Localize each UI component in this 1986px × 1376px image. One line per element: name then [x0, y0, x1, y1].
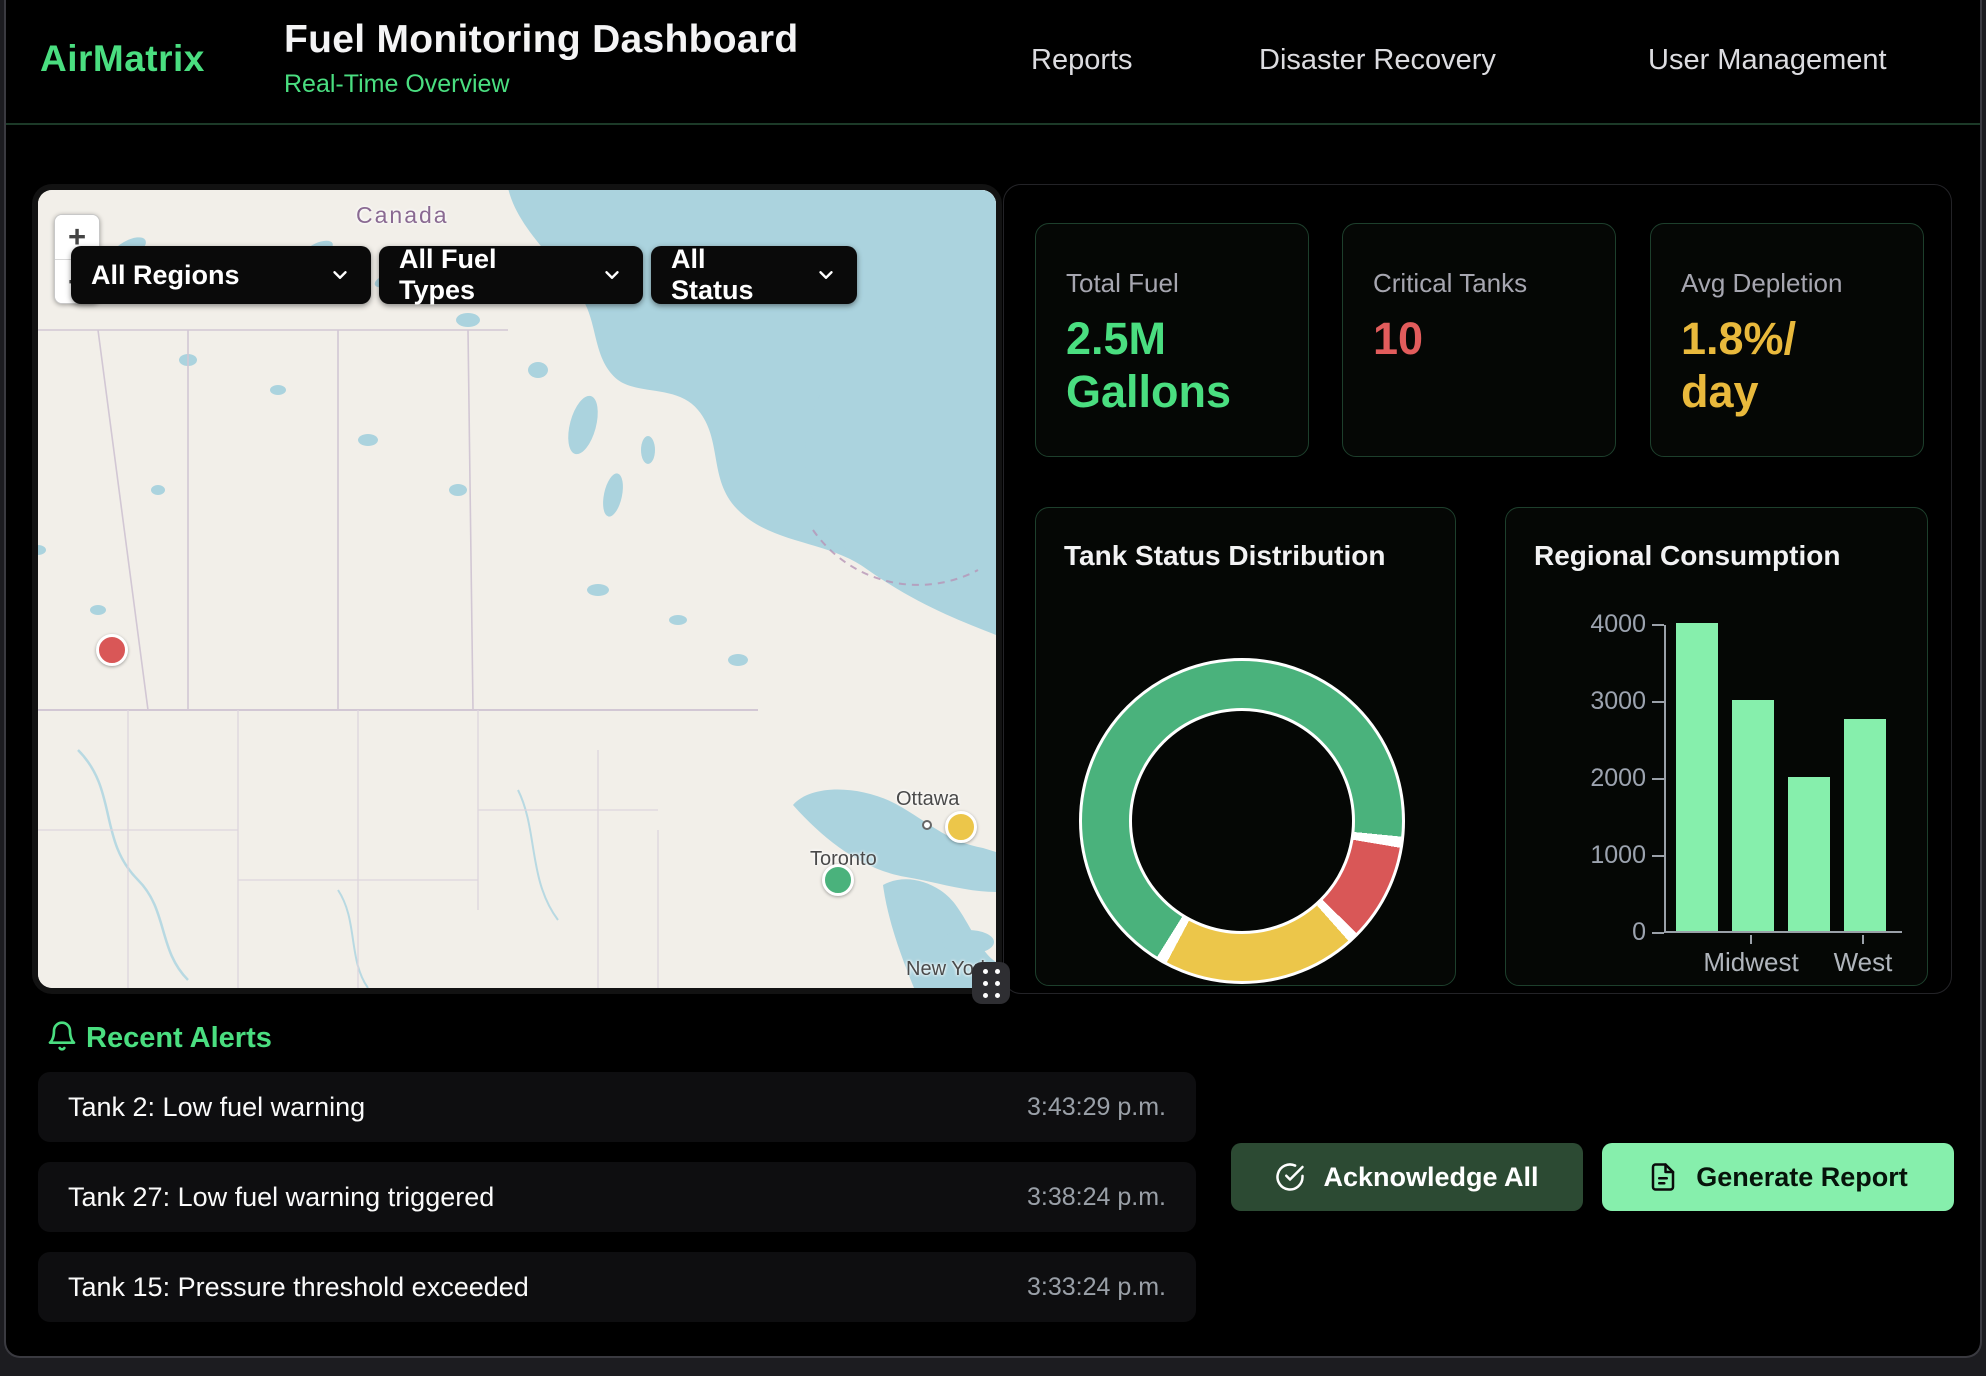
alert-row[interactable]: Tank 15: Pressure threshold exceeded 3:33… [38, 1252, 1196, 1322]
tank-marker-normal[interactable] [821, 864, 854, 897]
alert-row[interactable]: Tank 27: Low fuel warning triggered 3:38:… [38, 1162, 1196, 1232]
y-tick-mark [1652, 932, 1664, 934]
generate-report-button[interactable]: Generate Report [1602, 1143, 1954, 1211]
stat-label: Total Fuel [1066, 268, 1179, 298]
stat-value: 2.5M Gallons [1066, 313, 1232, 418]
map-label-ottawa: Ottawa [896, 788, 960, 810]
chevron-down-icon [605, 271, 619, 279]
y-tick-mark [1652, 855, 1664, 857]
alert-message: Tank 27: Low fuel warning triggered [68, 1181, 495, 1212]
nav-item-disaster-recovery[interactable]: Disaster Recovery [1259, 44, 1496, 76]
title-block: Fuel Monitoring Dashboard Real-Time Over… [284, 18, 798, 99]
tank-marker-critical[interactable] [95, 634, 128, 667]
map-label-canada: Canada [356, 202, 449, 228]
filter-label: All Regions [91, 259, 240, 290]
tank-marker-warning[interactable] [944, 810, 977, 843]
dashboard-window: AirMatrix Fuel Monitoring Dashboard Real… [4, 0, 1982, 1358]
y-tick-label: 0 [1632, 918, 1646, 946]
nav-item-user-management[interactable]: User Management [1648, 44, 1887, 76]
recent-alerts-title: Recent Alerts [86, 1022, 272, 1054]
tank-status-title: Tank Status Distribution [1064, 540, 1386, 571]
acknowledge-all-button[interactable]: Acknowledge All [1231, 1143, 1583, 1211]
y-tick-mark [1652, 701, 1664, 703]
x-tick-label-west: West [1833, 947, 1893, 977]
tank-status-donut-chart [1079, 658, 1405, 984]
regional-consumption-card: Regional Consumption 0 1000 2000 3000 4000 Mi… [1505, 507, 1928, 986]
ottawa-town-dot [922, 820, 932, 830]
stat-card-total-fuel: Total Fuel 2.5M Gallons [1035, 223, 1309, 457]
stat-value: 1.8%/day [1681, 313, 1797, 418]
chevron-down-icon [333, 271, 347, 279]
file-text-icon [1651, 1163, 1675, 1191]
map-label-new-york: New York [906, 958, 991, 980]
map-filters: All Regions All Fuel Types All Status [71, 244, 857, 305]
filter-all-status[interactable]: All Status [651, 244, 857, 305]
stat-label: Critical Tanks [1373, 268, 1528, 298]
filter-all-fuel-types[interactable]: All Fuel Types [379, 244, 643, 305]
stat-label: Avg Depletion [1681, 268, 1843, 298]
alert-message: Tank 15: Pressure threshold exceeded [68, 1271, 529, 1302]
drag-handle[interactable] [972, 962, 1010, 1004]
bar-category-1 [1676, 623, 1718, 931]
stat-card-avg-depletion: Avg Depletion 1.8%/day [1650, 223, 1924, 457]
right-panel: Total Fuel 2.5M Gallons Critical Tanks 10 Avg… [1003, 184, 1952, 994]
x-tick-mark [1750, 935, 1752, 944]
y-tick-label: 1000 [1590, 841, 1646, 869]
filter-label: All Fuel Types [399, 244, 497, 305]
y-tick-mark [1652, 778, 1664, 780]
check-circle-icon [1276, 1163, 1305, 1191]
bars [1666, 623, 1902, 931]
alert-timestamp: 3:33:24 p.m. [1027, 1272, 1166, 1301]
tank-status-card: Tank Status Distribution [1035, 507, 1456, 986]
filter-label: All Status [671, 244, 754, 305]
page-title: Fuel Monitoring Dashboard [284, 18, 799, 61]
nav-item-reports[interactable]: Reports [1031, 44, 1133, 76]
map-label-toronto: Toronto [810, 848, 877, 870]
bar-west [1844, 719, 1886, 931]
chevron-down-icon [819, 271, 833, 279]
y-tick-mark [1652, 624, 1664, 626]
acknowledge-all-label: Acknowledge All [1323, 1161, 1539, 1192]
stat-value: 10 [1373, 313, 1424, 364]
bell-icon [48, 1021, 76, 1051]
filter-all-regions[interactable]: All Regions [71, 246, 371, 304]
generate-report-label: Generate Report [1696, 1161, 1908, 1192]
y-tick-label: 2000 [1590, 764, 1646, 792]
alert-timestamp: 3:38:24 p.m. [1027, 1182, 1166, 1211]
alert-timestamp: 3:43:29 p.m. [1027, 1092, 1166, 1121]
x-tick-label-midwest: Midwest [1703, 947, 1799, 977]
map-canvas[interactable]: Canada Ottawa Toronto New York [38, 190, 996, 988]
page-subtitle: Real-Time Overview [284, 70, 510, 98]
header: AirMatrix Fuel Monitoring Dashboard Real… [6, 0, 1980, 125]
x-tick-mark [1862, 935, 1864, 944]
y-tick-label: 3000 [1590, 687, 1646, 715]
alert-row[interactable]: Tank 2: Low fuel warning 3:43:29 p.m. [38, 1072, 1196, 1142]
bar-category-3 [1788, 777, 1830, 931]
bar-midwest [1732, 700, 1774, 931]
donut-hole [1129, 708, 1355, 934]
brand-logo: AirMatrix [40, 38, 205, 79]
bar-plot [1664, 623, 1902, 933]
stat-card-critical-tanks: Critical Tanks 10 [1342, 223, 1616, 457]
regional-consumption-title: Regional Consumption [1534, 540, 1841, 571]
fuel-map[interactable]: Canada Ottawa Toronto New York + − All R… [38, 190, 1010, 1004]
alert-message: Tank 2: Low fuel warning [68, 1091, 366, 1122]
y-tick-label: 4000 [1590, 610, 1646, 638]
